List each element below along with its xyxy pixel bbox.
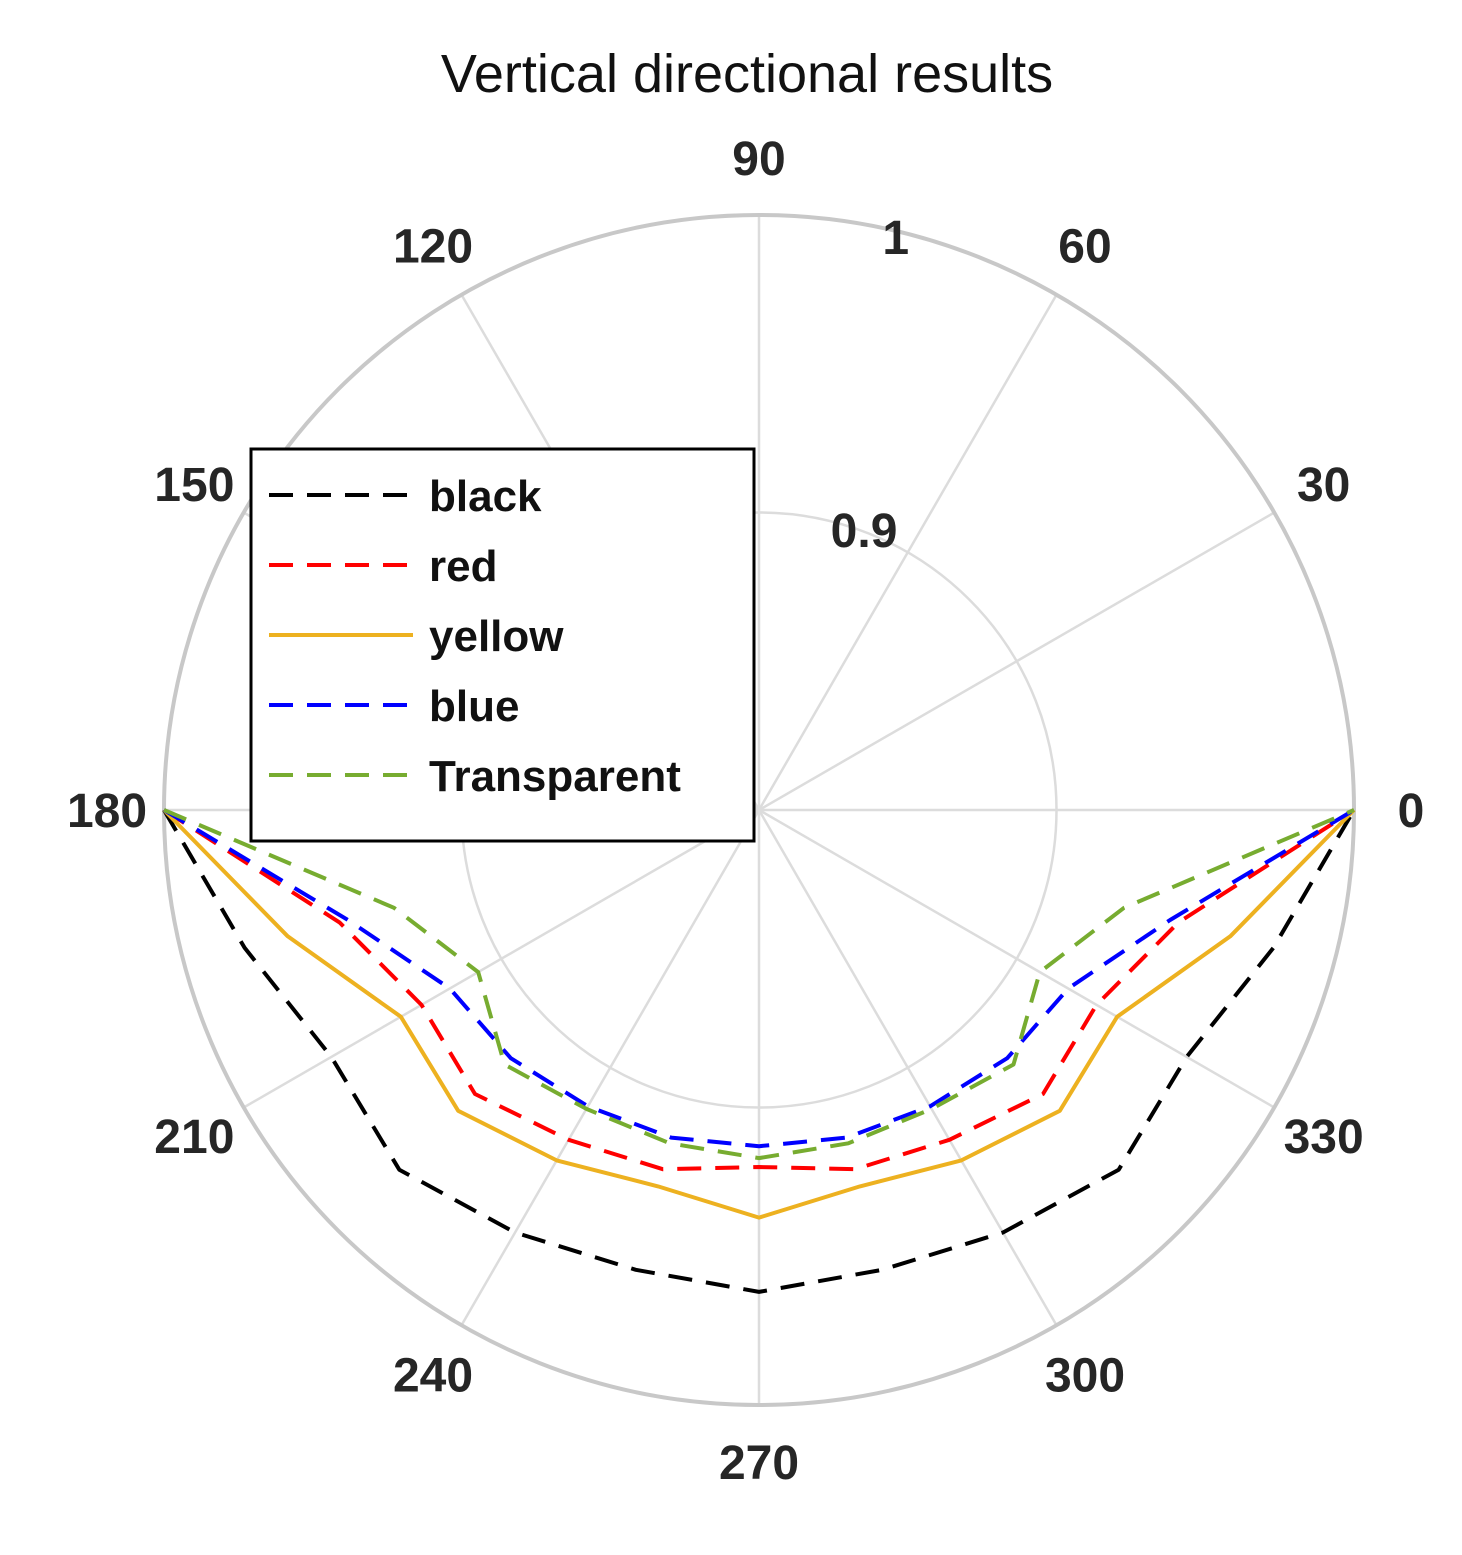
theta-tick-label: 60 bbox=[1058, 220, 1111, 273]
theta-tick-label: 330 bbox=[1284, 1111, 1364, 1164]
series-line-red bbox=[162, 808, 1356, 1172]
radial-tick-labels: 0.91 bbox=[831, 212, 909, 558]
theta-tick-label: 210 bbox=[154, 1111, 234, 1164]
series-line-yellow bbox=[162, 808, 1356, 1220]
theta-tick-label: 120 bbox=[393, 220, 473, 273]
series-line-blue bbox=[162, 808, 1356, 1149]
theta-tick-label: 300 bbox=[1045, 1350, 1125, 1403]
legend-label: Transparent bbox=[429, 752, 681, 801]
series-line-black bbox=[162, 808, 1356, 1294]
theta-tick-label: 0 bbox=[1398, 785, 1425, 838]
legend: black red yellow blue Transparent bbox=[249, 447, 756, 843]
theta-tick-label: 270 bbox=[719, 1437, 799, 1490]
theta-tick-label: 240 bbox=[393, 1350, 473, 1403]
legend-box bbox=[249, 447, 756, 843]
series-line-transparent bbox=[163, 808, 1355, 1161]
theta-tick-label: 30 bbox=[1297, 459, 1350, 512]
theta-tick-labels: 0 30 60 90 120 150 180 210 240 270 300 330 bbox=[67, 133, 1424, 1490]
theta-tick-label: 150 bbox=[154, 459, 234, 512]
theta-tick-label: 90 bbox=[732, 133, 785, 186]
radial-tick-label: 0.9 bbox=[831, 505, 898, 558]
legend-label: blue bbox=[429, 682, 519, 731]
theta-tick-label: 180 bbox=[67, 785, 147, 838]
chart-title: Vertical directional results bbox=[441, 44, 1053, 104]
legend-label: yellow bbox=[429, 612, 564, 661]
radial-tick-label: 1 bbox=[882, 212, 909, 265]
legend-label: black bbox=[429, 472, 542, 521]
legend-label: red bbox=[429, 542, 497, 591]
series-lines bbox=[162, 808, 1356, 1294]
